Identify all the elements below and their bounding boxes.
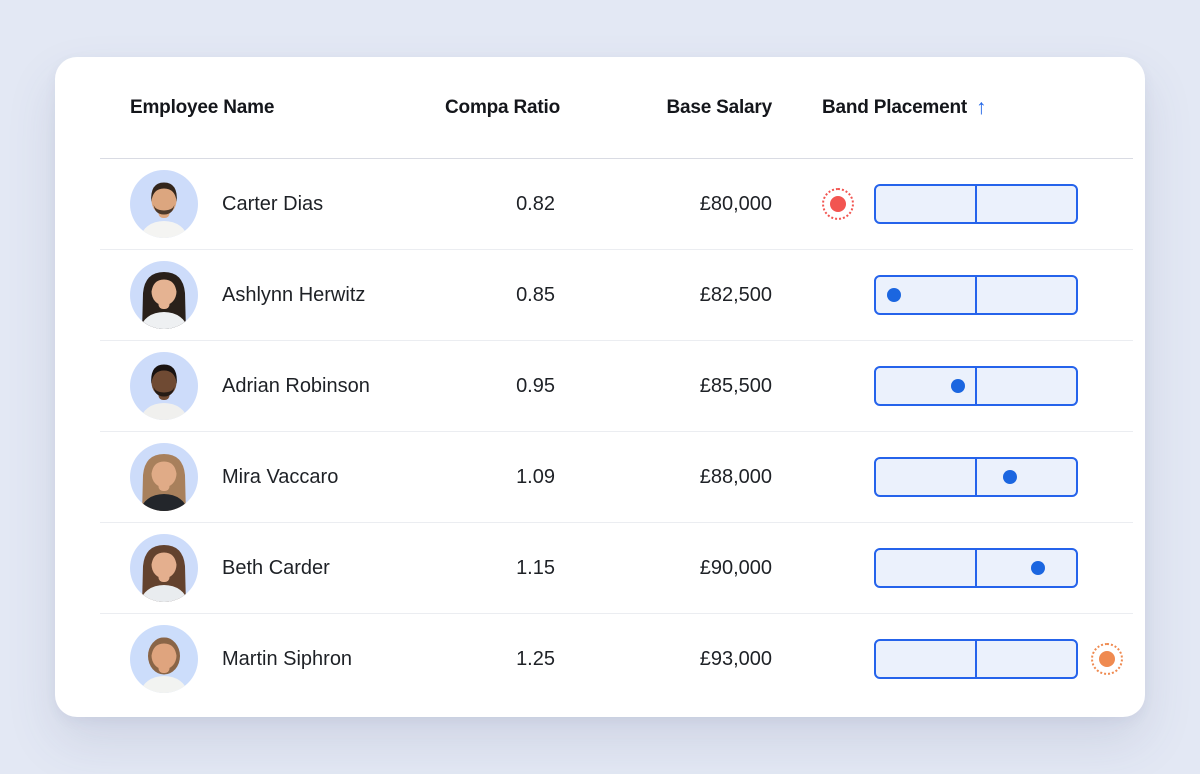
band-placement-indicator [812,159,1124,249]
base-salary-value: £85,500 [699,374,772,397]
sort-ascending-arrow-icon[interactable]: ↑ [976,96,987,119]
employee-avatar [130,443,198,511]
employee-avatar [130,625,198,693]
employee-name: Martin Siphron [222,647,353,670]
compa-ratio-value: 0.95 [516,374,555,397]
band-placement-header-label: Band Placement [822,96,968,118]
compa-ratio-value: 1.25 [516,647,555,670]
band-placement-indicator [812,614,1124,704]
band-placement-indicator [812,250,1124,340]
compa-ratio-value: 0.85 [516,283,555,306]
employee-name: Ashlynn Herwitz [222,283,366,306]
employee-name-cell: Carter Dias [100,170,410,238]
band-placement-cell [782,159,1133,249]
employee-name-cell: Ashlynn Herwitz [100,261,410,329]
employee-avatar [130,534,198,602]
band-midpoint-divider [975,641,977,677]
employee-name: Adrian Robinson [222,374,370,397]
base-salary-value: £80,000 [699,192,772,215]
band-placement-cell [782,614,1133,704]
band-position-dot [887,288,901,302]
table-row[interactable]: Carter Dias 0.82 £80,000 [100,159,1133,250]
band-position-dot [951,379,965,393]
band-position-dot [1031,561,1045,575]
band-placement-cell [782,341,1133,431]
above-band-marker-icon [1091,643,1123,675]
band-placement-cell [782,523,1133,613]
employee-band-card: Employee Name Compa Ratio Base Salary Ba… [55,57,1145,717]
employee-name-cell: Beth Carder [100,534,410,602]
band-midpoint-divider [975,368,977,404]
below-band-marker-icon [822,188,854,220]
table-row[interactable]: Mira Vaccaro 1.09 £88,000 [100,432,1133,523]
band-midpoint-divider [975,277,977,313]
salary-band [874,366,1078,406]
table-row[interactable]: Martin Siphron 1.25 £93,000 [100,614,1133,704]
salary-band [874,184,1078,224]
band-placement-indicator [812,432,1124,522]
employee-name: Carter Dias [222,192,324,215]
employee-band-table: Employee Name Compa Ratio Base Salary Ba… [55,57,1145,704]
band-midpoint-divider [975,550,977,586]
employee-name-cell: Adrian Robinson [100,352,410,420]
band-placement-indicator [812,523,1124,613]
band-placement-cell [782,250,1133,340]
employee-name: Mira Vaccaro [222,465,339,488]
compa-ratio-value: 0.82 [516,192,555,215]
employee-avatar [130,261,198,329]
salary-band [874,548,1078,588]
band-position-dot [1003,470,1017,484]
band-midpoint-divider [975,186,977,222]
table-header-row: Employee Name Compa Ratio Base Salary Ba… [100,57,1133,159]
base-salary-value: £88,000 [699,465,772,488]
column-header-band-placement[interactable]: Band Placement ↑ [782,97,1133,119]
band-midpoint-divider [975,459,977,495]
table-body: Carter Dias 0.82 £80,000 Ashlynn Herwitz… [100,159,1133,704]
compa-ratio-value: 1.09 [516,465,555,488]
compa-ratio-value: 1.15 [516,556,555,579]
band-placement-cell [782,432,1133,522]
salary-band [874,275,1078,315]
employee-name-cell: Martin Siphron [100,625,410,693]
table-row[interactable]: Ashlynn Herwitz 0.85 £82,500 [100,250,1133,341]
employee-name: Beth Carder [222,556,330,579]
table-row[interactable]: Adrian Robinson 0.95 £85,500 [100,341,1133,432]
column-header-compa-ratio[interactable]: Compa Ratio [445,96,560,118]
salary-band [874,639,1078,679]
base-salary-value: £82,500 [699,283,772,306]
salary-band [874,457,1078,497]
column-header-base-salary[interactable]: Base Salary [666,96,772,118]
band-placement-indicator [812,341,1124,431]
base-salary-value: £90,000 [699,556,772,579]
employee-name-cell: Mira Vaccaro [100,443,410,511]
base-salary-value: £93,000 [699,647,772,670]
table-row[interactable]: Beth Carder 1.15 £90,000 [100,523,1133,614]
column-header-employee-name[interactable]: Employee Name [130,96,275,118]
employee-avatar [130,352,198,420]
employee-avatar [130,170,198,238]
